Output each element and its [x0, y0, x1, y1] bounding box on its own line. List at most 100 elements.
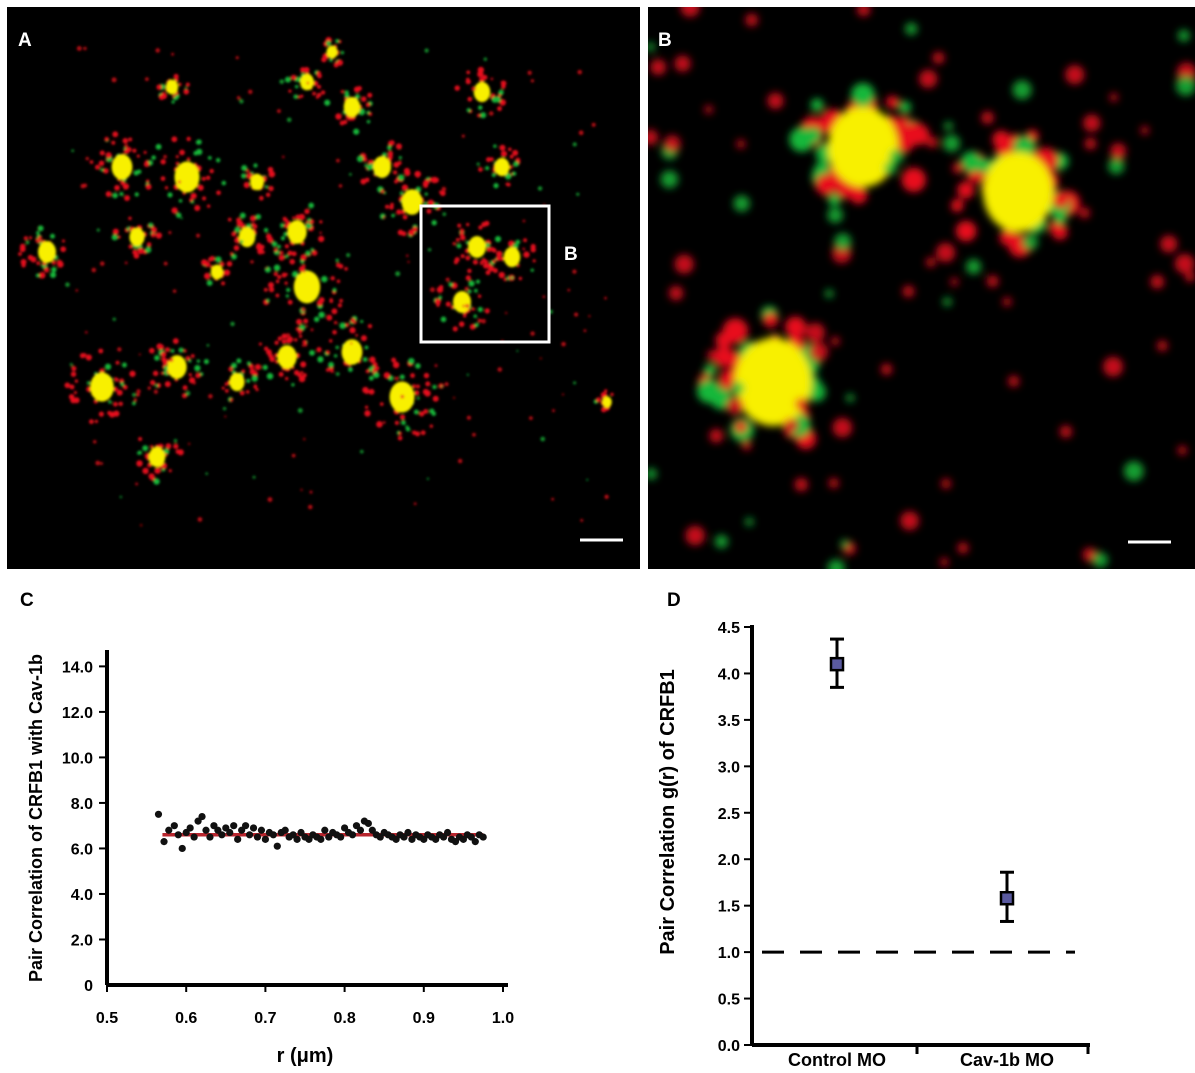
- data-point: [293, 835, 301, 843]
- data-point: [281, 826, 289, 834]
- data-point: [356, 826, 365, 834]
- data-point: [451, 838, 460, 846]
- x-tick-label: 1.0: [492, 1010, 514, 1027]
- y-tick-label: 0: [84, 978, 93, 995]
- data-point: [321, 826, 329, 834]
- data-point: [368, 826, 376, 834]
- y-tick-label: 1.5: [718, 899, 740, 916]
- data-point: [329, 828, 337, 837]
- data-point: [297, 828, 305, 837]
- x-axis-label: r (μm): [277, 1045, 334, 1067]
- data-point: [428, 833, 436, 841]
- data-point: [214, 826, 222, 834]
- y-axis-label: Pair Correlation of CRFB1 with Cav-1b: [26, 654, 46, 982]
- data-point: [447, 835, 456, 843]
- panel-a-label: A: [18, 30, 32, 51]
- data-point: [408, 835, 416, 843]
- panel-a-spots: [18, 36, 623, 542]
- data-point: [238, 826, 246, 834]
- data-marker: [829, 656, 845, 672]
- inset-box: [419, 204, 551, 344]
- data-point: [475, 831, 483, 839]
- data-point: [344, 828, 353, 837]
- y-tick-label: 10.0: [62, 750, 93, 767]
- inset-box-label: B: [564, 244, 578, 265]
- chart-c-plot: 0 2.0 4.0 6.0 8.0 10.0 12.0 14.0 0.5 0.6 0.7 0.8 0.9…: [26, 650, 514, 1067]
- data-point: [242, 822, 250, 830]
- x-tick-label: 0.8: [333, 1010, 355, 1027]
- data-point: [301, 833, 309, 841]
- data-point: [206, 833, 214, 841]
- data-point: [396, 831, 404, 839]
- y-tick-label: 8.0: [71, 796, 93, 813]
- panel-b-label: B: [658, 30, 672, 51]
- y-tick-label: 3.5: [718, 713, 740, 730]
- data-point: [170, 822, 178, 830]
- data-point: [436, 831, 444, 839]
- data-point: [384, 831, 392, 839]
- data-point: [420, 835, 428, 843]
- panel-b-spots: [648, 7, 1195, 569]
- y-tick-label: 12.0: [62, 705, 93, 722]
- data-point: [376, 833, 384, 841]
- y-tick-label: 14.0: [62, 659, 93, 676]
- data-point: [226, 828, 234, 837]
- y-axis-label: Pair Correlation g(r) of CRFB1: [657, 669, 679, 955]
- data-point: [222, 824, 230, 832]
- data-point: [174, 831, 182, 839]
- y-tick-label: 4.5: [718, 620, 740, 637]
- y-tick-label: 0.5: [718, 992, 740, 1009]
- data-point: [198, 812, 206, 821]
- data-point: [432, 835, 440, 843]
- panel-d-label: D: [667, 590, 681, 611]
- data-point: [467, 833, 475, 841]
- x-tick-label: 0.7: [254, 1010, 276, 1027]
- y-tick-label: 4.0: [71, 887, 93, 904]
- data-point: [337, 833, 345, 841]
- x-tick-label: 0.6: [175, 1010, 197, 1027]
- data-point: [182, 828, 190, 837]
- data-point: [160, 838, 168, 846]
- data-point: [154, 810, 163, 818]
- data-point: [313, 833, 321, 841]
- data-point: [230, 822, 238, 830]
- data-point: [289, 831, 297, 839]
- data-point: [253, 833, 262, 841]
- x-tick-label: 0.9: [413, 1010, 435, 1027]
- panel-c-label: C: [20, 590, 34, 611]
- y-tick-label: 4.0: [718, 666, 740, 683]
- x-category-label: Control MO: [788, 1050, 886, 1070]
- y-tick-label: 2.0: [71, 932, 93, 949]
- data-point: [364, 819, 372, 828]
- data-point: [234, 835, 242, 843]
- data-point: [352, 822, 361, 830]
- data-point: [333, 831, 341, 839]
- data-point: [285, 833, 293, 841]
- data-point: [305, 835, 313, 843]
- data-point: [186, 824, 194, 832]
- data-point: [257, 826, 266, 834]
- panel-b-micrograph: [648, 7, 1195, 569]
- spot-layer: [648, 7, 1195, 569]
- data-point: [309, 831, 317, 839]
- data-point: [380, 828, 388, 837]
- data-point: [325, 833, 333, 841]
- data-point: [455, 833, 464, 841]
- data-marker: [999, 890, 1015, 906]
- y-tick-label: 6.0: [71, 841, 93, 858]
- data-point: [165, 826, 173, 834]
- spot-layer: [18, 36, 614, 527]
- data-point: [210, 822, 218, 830]
- data-point: [440, 833, 448, 841]
- data-point: [471, 838, 479, 846]
- data-point: [443, 828, 452, 837]
- data-point: [348, 831, 357, 839]
- data-point: [190, 833, 198, 841]
- data-point: [202, 826, 210, 834]
- panel-a-micrograph: [7, 7, 640, 569]
- data-point: [459, 835, 467, 843]
- data-point: [479, 833, 487, 841]
- data-point: [265, 828, 273, 837]
- y-tick-label: 0.0: [718, 1038, 740, 1055]
- data-point: [412, 831, 420, 839]
